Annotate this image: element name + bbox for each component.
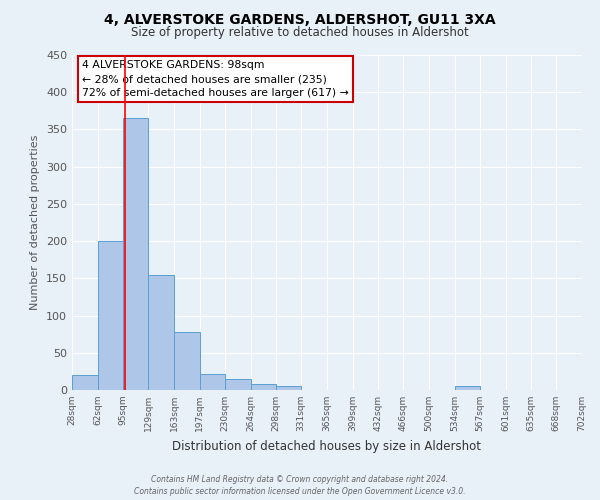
Text: 4 ALVERSTOKE GARDENS: 98sqm
← 28% of detached houses are smaller (235)
72% of se: 4 ALVERSTOKE GARDENS: 98sqm ← 28% of det…: [82, 60, 349, 98]
Text: Contains HM Land Registry data © Crown copyright and database right 2024.
Contai: Contains HM Land Registry data © Crown c…: [134, 474, 466, 496]
X-axis label: Distribution of detached houses by size in Aldershot: Distribution of detached houses by size …: [173, 440, 482, 452]
Bar: [174, 332, 200, 390]
Y-axis label: Number of detached properties: Number of detached properties: [31, 135, 40, 310]
Bar: [98, 241, 122, 390]
Bar: [251, 384, 277, 390]
Bar: [148, 274, 174, 390]
Bar: [277, 386, 301, 390]
Bar: [225, 379, 251, 390]
Text: 4, ALVERSTOKE GARDENS, ALDERSHOT, GU11 3XA: 4, ALVERSTOKE GARDENS, ALDERSHOT, GU11 3…: [104, 12, 496, 26]
Bar: [122, 118, 148, 390]
Bar: [72, 375, 98, 390]
Bar: [200, 374, 225, 390]
Bar: [455, 386, 480, 390]
Text: Size of property relative to detached houses in Aldershot: Size of property relative to detached ho…: [131, 26, 469, 39]
